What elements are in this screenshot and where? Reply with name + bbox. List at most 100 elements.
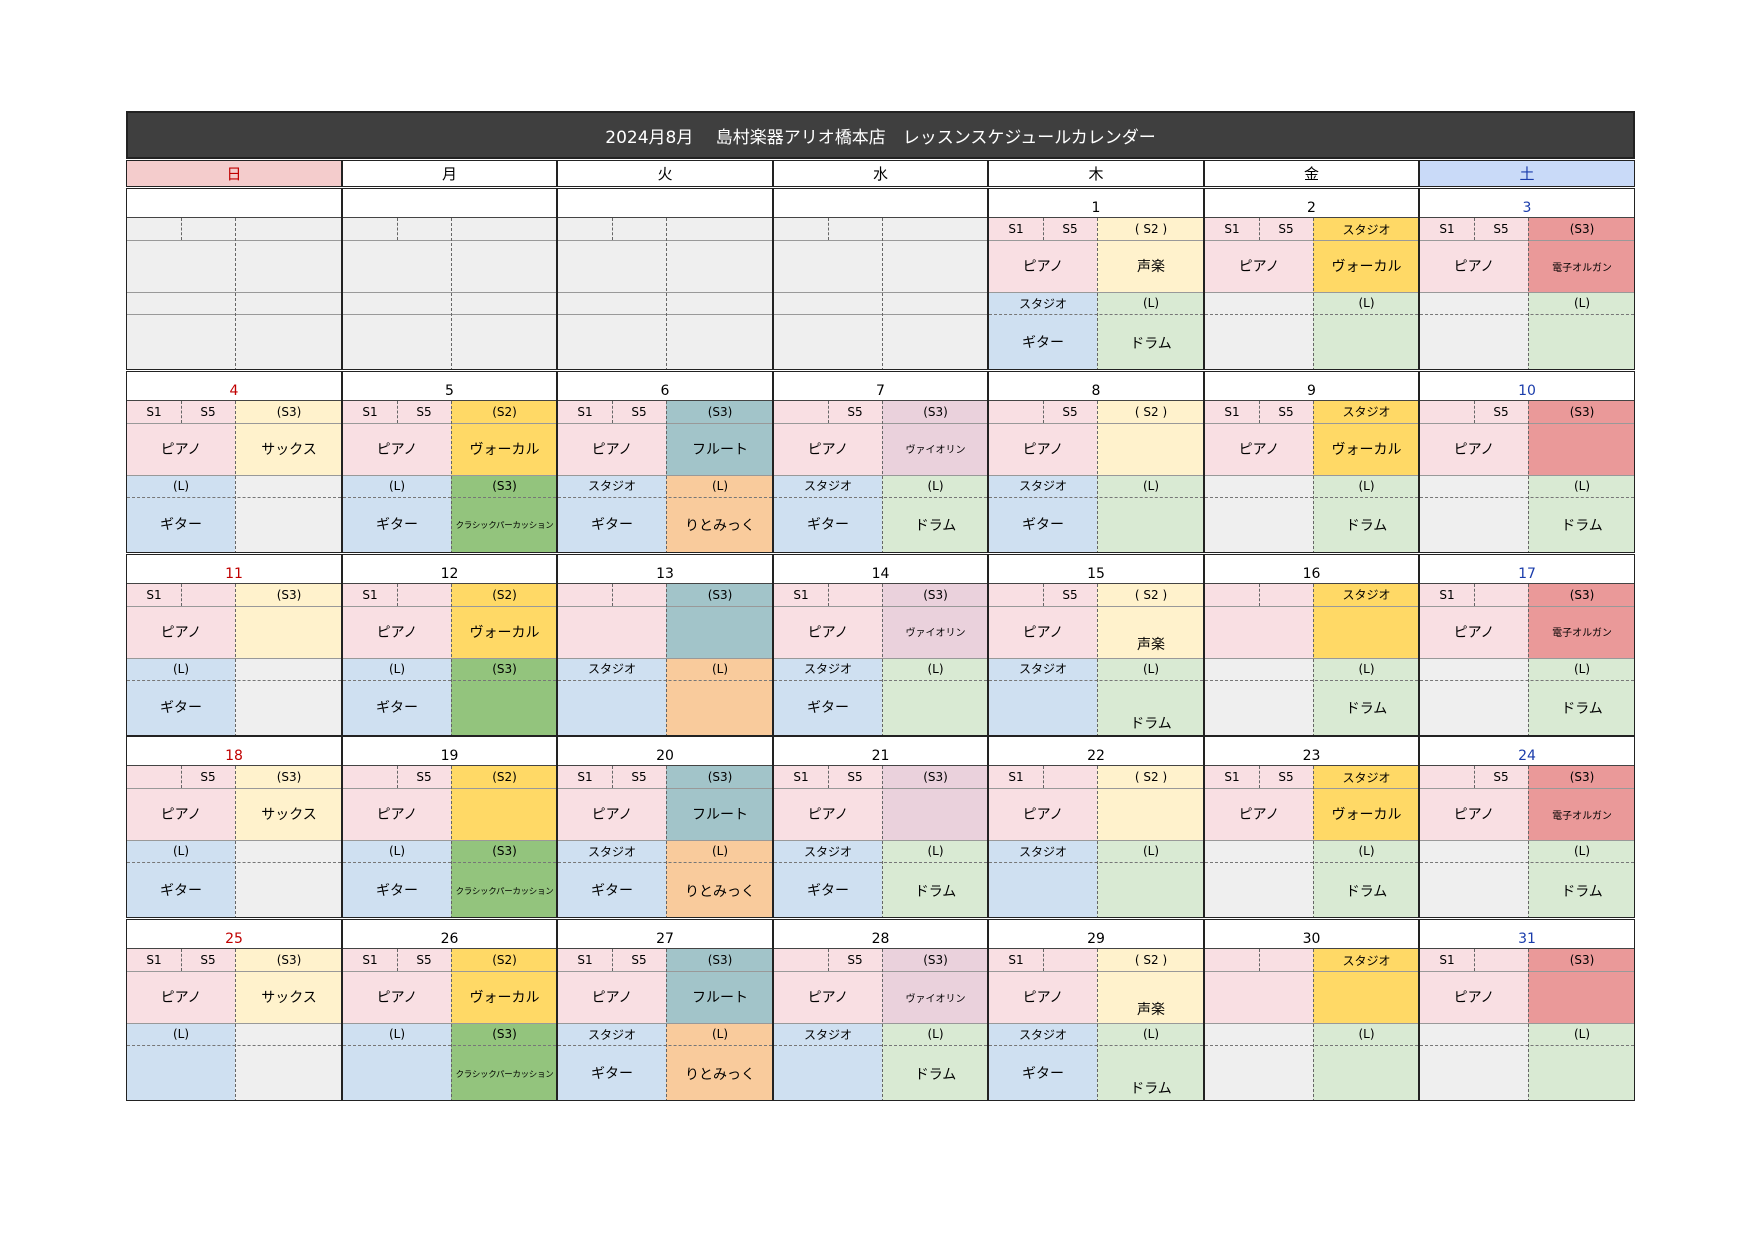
day-number: 30: [1205, 920, 1418, 949]
row-divider: [1205, 1045, 1418, 1046]
day-cell[interactable]: 25 S1 S5 (S3) ピアノ サックス (L): [126, 919, 342, 1101]
day-number: 2: [1205, 189, 1418, 218]
slot-label-bottom-right: (L): [1313, 1023, 1418, 1045]
slot-label-s1: S1: [1205, 766, 1259, 789]
slot-label-bottom-left: [1205, 1023, 1313, 1045]
day-cell[interactable]: 16 スタジオ (L) ドラム: [1204, 553, 1419, 736]
day-cell[interactable]: 7 S5 (S3) ピアノ ヴァイオリン スタジオ (L) ギター ドラム: [773, 370, 988, 553]
day-cell[interactable]: 27 S1 S5 (S3) ピアノ フルート スタジオ (L) ギター りとみっく: [557, 919, 773, 1101]
lesson-bottom-right: [235, 1045, 341, 1100]
day-cell[interactable]: 9 S1 S5 スタジオ ピアノ ヴォーカル (L) ドラム: [1204, 370, 1419, 553]
day-cell[interactable]: 23 S1 S5 スタジオ ピアノ ヴォーカル (L) ドラム: [1204, 736, 1419, 919]
column-divider: [666, 949, 667, 1100]
slot-label-bottom-right: (L): [1313, 657, 1418, 680]
column-divider: [397, 400, 398, 423]
day-cell[interactable]: 31 S1 (S3) ピアノ (L): [1419, 919, 1635, 1101]
day-cell[interactable]: 8 S5( S2 ) ピアノ スタジオ (L) ギター: [988, 370, 1204, 553]
row-divider: [989, 292, 1203, 293]
lesson-bottom-right: ドラム: [1313, 679, 1418, 735]
day-cell[interactable]: 1 S1 S5( S2 ) ピアノ 声楽 スタジオ (L) ギター ドラム: [988, 188, 1204, 370]
day-cell[interactable]: 11 S1 (S3) ピアノ (L) ギター: [126, 553, 342, 736]
lesson-right: ヴァイオリン: [882, 605, 987, 658]
day-cell[interactable]: 5 S1 S5 (S2) ピアノ ヴォーカル (L) (S3) ギター クラシックパーカッション: [342, 370, 557, 553]
slot-label-bottom-right: (L): [1528, 474, 1634, 497]
lesson-left: ピアノ: [1420, 605, 1528, 658]
day-number: 22: [989, 737, 1203, 767]
day-cell[interactable]: 22 S1 ( S2 ) ピアノ スタジオ (L): [988, 736, 1204, 919]
day-cell[interactable]: 10 S5 (S3) ピアノ (L) ドラム: [1419, 370, 1635, 553]
day-cell[interactable]: 17 S1 (S3) ピアノ 電子オルガン (L) ドラム: [1419, 553, 1635, 736]
column-divider: [397, 949, 398, 971]
day-cell[interactable]: [342, 188, 557, 370]
day-cell[interactable]: 29 S1 ( S2 ) ピアノ 声楽 スタジオ (L) ギター ドラム: [988, 919, 1204, 1101]
lesson-right: サックス: [235, 788, 341, 841]
lesson-left: ピアノ: [127, 971, 235, 1023]
slot-label-bottom-left: スタジオ: [989, 840, 1097, 863]
day-cell[interactable]: 4 S1 S5 (S3) ピアノ サックス (L) ギター: [126, 370, 342, 553]
slot-label-bottom-right: (L): [882, 1023, 987, 1045]
slot-label-bottom-left: [1205, 657, 1313, 680]
slot-label-right: (S3): [666, 400, 772, 423]
slot-label-s1: S1: [1205, 218, 1259, 240]
day-cell[interactable]: 3 S1 S5 (S3) ピアノ 電子オルガン (L): [1419, 188, 1635, 370]
day-number: 27: [558, 920, 772, 949]
day-number: 16: [1205, 555, 1418, 584]
day-cell[interactable]: 12 S1 (S2) ピアノ ヴォーカル (L) (S3) ギター: [342, 553, 557, 736]
slot-label-bottom-left: [1205, 474, 1313, 497]
day-cell[interactable]: 6 S1 S5 (S3) ピアノ フルート スタジオ (L) ギター りとみっく: [557, 370, 773, 553]
day-cell[interactable]: 2 S1 S5 スタジオ ピアノ ヴォーカル (L): [1204, 188, 1419, 370]
column-divider: [1259, 218, 1260, 240]
day-cell[interactable]: 19 S5 (S2) ピアノ (L) (S3) ギター クラシックパーカッション: [342, 736, 557, 919]
day-number: 10: [1420, 372, 1634, 401]
lesson-right: [1097, 422, 1203, 475]
lesson-bottom-left: ギター: [127, 496, 235, 552]
day-cell[interactable]: 18 S5 (S3) ピアノ サックス (L) ギター: [126, 736, 342, 919]
day-cell[interactable]: [126, 188, 342, 370]
lesson-left: ピアノ: [558, 422, 666, 475]
lesson-right: 声楽: [1097, 605, 1203, 658]
column-divider: [1097, 949, 1098, 1100]
slot-label-bottom-right: (S3): [451, 840, 556, 863]
slot-label-s1: [989, 400, 1043, 423]
column-divider: [612, 400, 613, 423]
day-cell[interactable]: 30 スタジオ (L): [1204, 919, 1419, 1101]
lesson-left: ピアノ: [1420, 971, 1528, 1023]
day-cell[interactable]: 21 S1 S5 (S3) ピアノ スタジオ (L) ギター ドラム: [773, 736, 988, 919]
calendar-title: 2024月8月 島村楽器アリオ橋本店 レッスンスケジュールカレンダー: [126, 111, 1635, 159]
day-number: 3: [1420, 189, 1634, 218]
day-cell[interactable]: [773, 188, 988, 370]
row-divider: [774, 314, 987, 315]
slot-label-s5: S5: [397, 400, 451, 423]
slot-label-bottom-left: [1420, 292, 1528, 314]
column-divider: [1313, 949, 1314, 1100]
slot-label-bottom-right: (L): [882, 840, 987, 863]
day-cell[interactable]: [557, 188, 773, 370]
row-divider: [989, 1023, 1203, 1024]
column-divider: [1043, 766, 1044, 789]
day-cell[interactable]: 24 S5 (S3) ピアノ 電子オルガン (L) ドラム: [1419, 736, 1635, 919]
day-cell[interactable]: 26 S1 S5 (S2) ピアノ ヴォーカル (L) (S3) クラシックパーカッション: [342, 919, 557, 1101]
day-cell[interactable]: 13 (S3) スタジオ (L): [557, 553, 773, 736]
slot-label-bottom-left: (L): [343, 840, 451, 863]
column-divider: [882, 400, 883, 552]
column-divider: [397, 583, 398, 606]
column-divider: [1097, 218, 1098, 369]
lesson-right: サックス: [235, 422, 341, 475]
slot-label-s1: S1: [989, 766, 1043, 789]
day-number: 7: [774, 372, 987, 401]
column-divider: [1259, 949, 1260, 971]
slot-label-s5: [1474, 949, 1528, 971]
slot-label-bottom-right: (L): [1313, 292, 1418, 314]
row-divider: [343, 292, 556, 293]
row-divider: [1205, 971, 1418, 972]
day-cell[interactable]: 28 S5 (S3) ピアノ ヴァイオリン スタジオ (L) ドラム: [773, 919, 988, 1101]
lesson-right: サックス: [235, 971, 341, 1023]
row-divider: [558, 657, 772, 659]
day-cell[interactable]: 20 S1 S5 (S3) ピアノ フルート スタジオ (L) ギター りとみっく: [557, 736, 773, 919]
column-divider: [666, 583, 667, 735]
lesson-bottom-right: ドラム: [882, 862, 987, 918]
day-cell[interactable]: 14 S1 (S3) ピアノ ヴァイオリン スタジオ (L) ギター: [773, 553, 988, 736]
row-divider: [558, 240, 772, 241]
day-cell[interactable]: 15 S5( S2 ) ピアノ 声楽 スタジオ (L) ドラム: [988, 553, 1204, 736]
lesson-bottom-right: クラシックパーカッション: [451, 862, 556, 918]
